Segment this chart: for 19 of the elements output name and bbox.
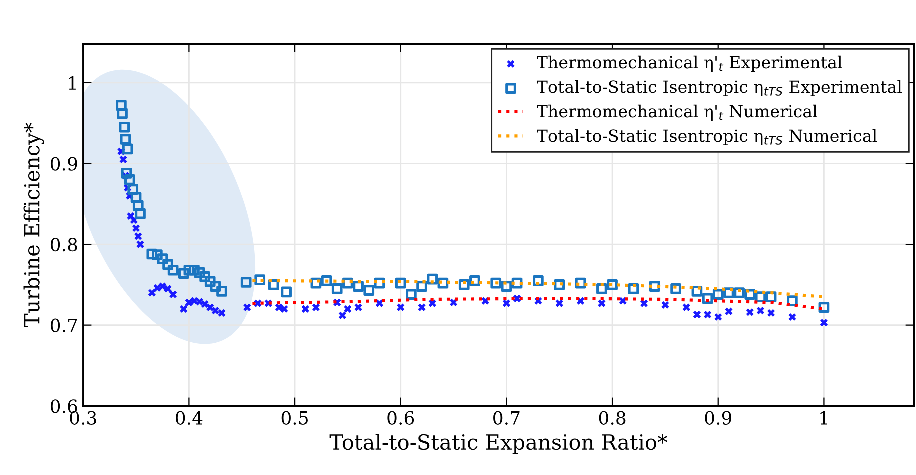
- legend-label: Total-to-Static Isentropic η$_{tTS}$ Experimental: [537, 80, 902, 96]
- y-tick-label: 0.7: [50, 318, 78, 332]
- legend-label: Thermomechanical η'$_{t}$ Experimental: [537, 56, 842, 72]
- y-tick-label: 1: [69, 76, 76, 90]
- x-tick-label: 0.5: [282, 411, 308, 425]
- y-tick-label: 0.6: [50, 400, 78, 414]
- y-tick-label: 0.9: [50, 157, 78, 171]
- y-tick-label: 0.8: [50, 238, 78, 252]
- x-tick-label: 0.3: [70, 411, 96, 425]
- x-tick-label: 0.8: [599, 411, 626, 425]
- x-tick-label: 0.9: [705, 411, 732, 425]
- x-tick-label: 0.4: [176, 411, 203, 425]
- x-tick-label: 1: [820, 411, 828, 425]
- y-axis-title: Turbine Efficiency*: [24, 123, 44, 328]
- x-tick-label: 0.6: [388, 411, 414, 425]
- x-tick-label: 0.7: [494, 411, 520, 425]
- legend-label: Thermomechanical η'$_{t}$ Numerical: [537, 104, 818, 121]
- x-axis-title: Total-to-Static Expansion Ratio*: [330, 434, 668, 454]
- legend-label: Total-to-Static Isentropic η$_{tTS}$ Numerical: [537, 129, 878, 146]
